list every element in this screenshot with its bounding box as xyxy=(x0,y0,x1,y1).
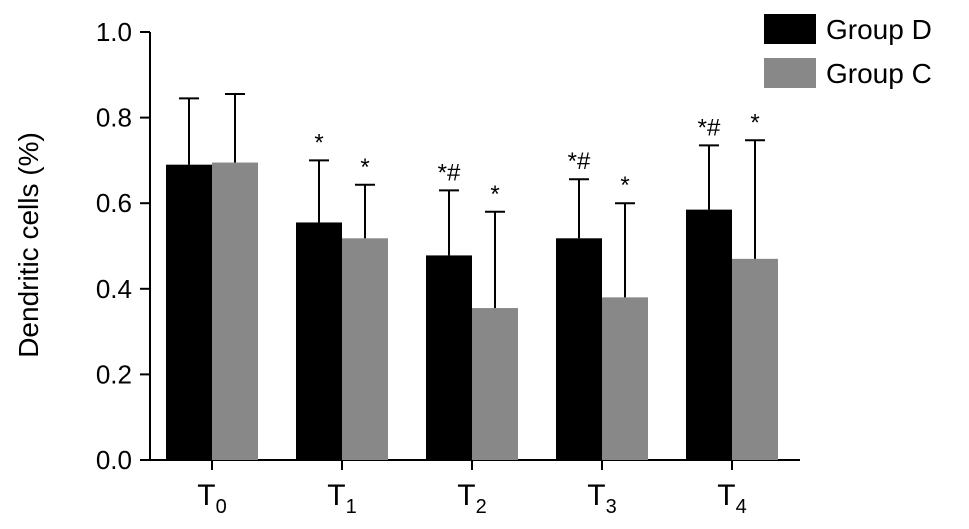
significance-markers: * * *# * *# * *# * xyxy=(314,109,759,207)
legend-swatch xyxy=(764,14,816,44)
legend-swatch xyxy=(764,58,816,88)
legend-label: Group D xyxy=(826,14,932,45)
bar xyxy=(732,258,778,460)
y-tick-label: 0.0 xyxy=(96,445,132,475)
significance-marker: *# xyxy=(568,148,591,175)
significance-marker: * xyxy=(360,154,369,181)
bars xyxy=(166,162,778,461)
bar xyxy=(602,297,648,460)
legend-label: Group C xyxy=(826,58,932,89)
x-tick-label: T2 xyxy=(457,479,486,518)
bar xyxy=(556,238,602,460)
x-tick-label: T3 xyxy=(587,479,616,518)
x-tick-label: T1 xyxy=(327,479,356,518)
axes: 0.0 0.2 0.4 0.6 0.8 1.0 xyxy=(96,17,800,475)
y-axis-title: Dendritic cells (%) xyxy=(13,132,44,358)
bar xyxy=(166,164,212,460)
significance-marker: * xyxy=(490,181,499,208)
bar xyxy=(212,162,258,461)
y-tick-label: 0.6 xyxy=(96,188,132,218)
y-tick-label: 0.2 xyxy=(96,359,132,389)
significance-marker: *# xyxy=(698,114,721,141)
x-tick-label: T4 xyxy=(717,479,746,518)
legend: Group D Group C xyxy=(764,14,932,89)
x-tick-label: T0 xyxy=(197,479,226,518)
y-tick-label: 0.4 xyxy=(96,274,132,304)
bar xyxy=(296,222,342,460)
error-bars xyxy=(179,93,765,309)
significance-marker: * xyxy=(620,172,629,199)
bar xyxy=(426,255,472,460)
bar xyxy=(472,308,518,460)
y-tick-label: 0.8 xyxy=(96,103,132,133)
y-tick-label: 1.0 xyxy=(96,17,132,47)
x-tick-labels: T0 T1 T2 T3 T4 xyxy=(197,479,746,518)
significance-marker: * xyxy=(314,129,323,156)
bar xyxy=(686,209,732,460)
significance-marker: *# xyxy=(438,159,461,186)
significance-marker: * xyxy=(750,109,759,136)
bar xyxy=(342,238,388,460)
